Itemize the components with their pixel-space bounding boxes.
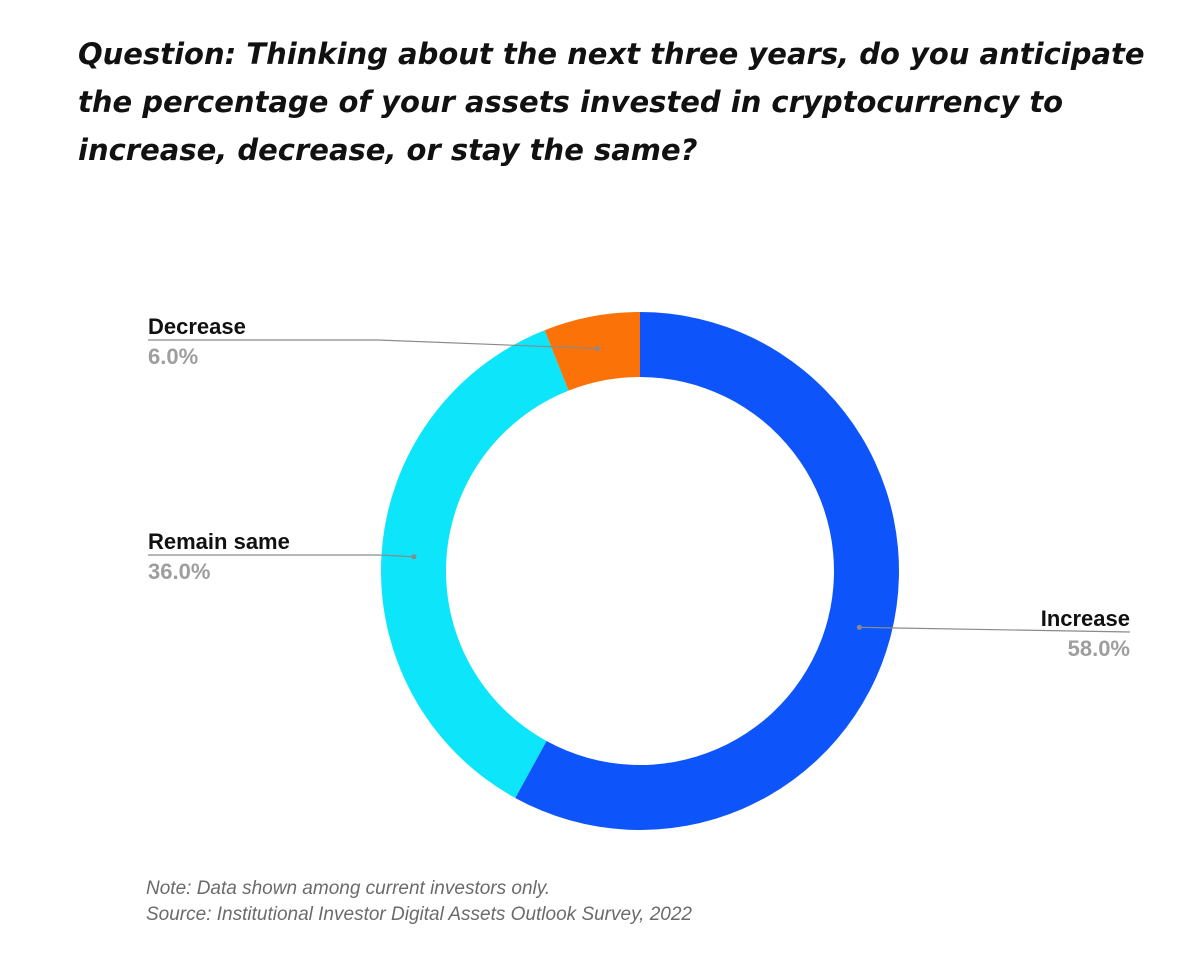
leader-lines [148,339,1131,633]
donut-slices [380,312,899,831]
leader-line-decrease [148,339,598,350]
slice-increase [515,312,899,831]
chart-footer: Note: Data shown among current investors… [146,876,692,928]
chart-question-title: Question: Thinking about the next three … [78,37,1145,167]
slice-remain-same [380,330,569,798]
leader-line-increase [859,626,1131,633]
slice-value-increase: 58.0% [1068,636,1130,661]
slice-decrease [544,312,640,391]
footer-note: Note: Data shown among current investors… [146,878,551,899]
slice-labels: Increase 58.0% Remain same 36.0% Decrease 6.0… [148,314,1130,661]
slice-label-remain-same: Remain same [148,529,290,554]
slice-label-decrease: Decrease [148,314,246,339]
footer-source: Source: Institutional Investor Digital A… [146,904,692,925]
slice-value-decrease: 6.0% [148,344,198,369]
slice-value-remain-same: 36.0% [148,559,210,584]
leader-line-remain-same [148,554,414,558]
slice-label-increase: Increase [1041,606,1130,631]
